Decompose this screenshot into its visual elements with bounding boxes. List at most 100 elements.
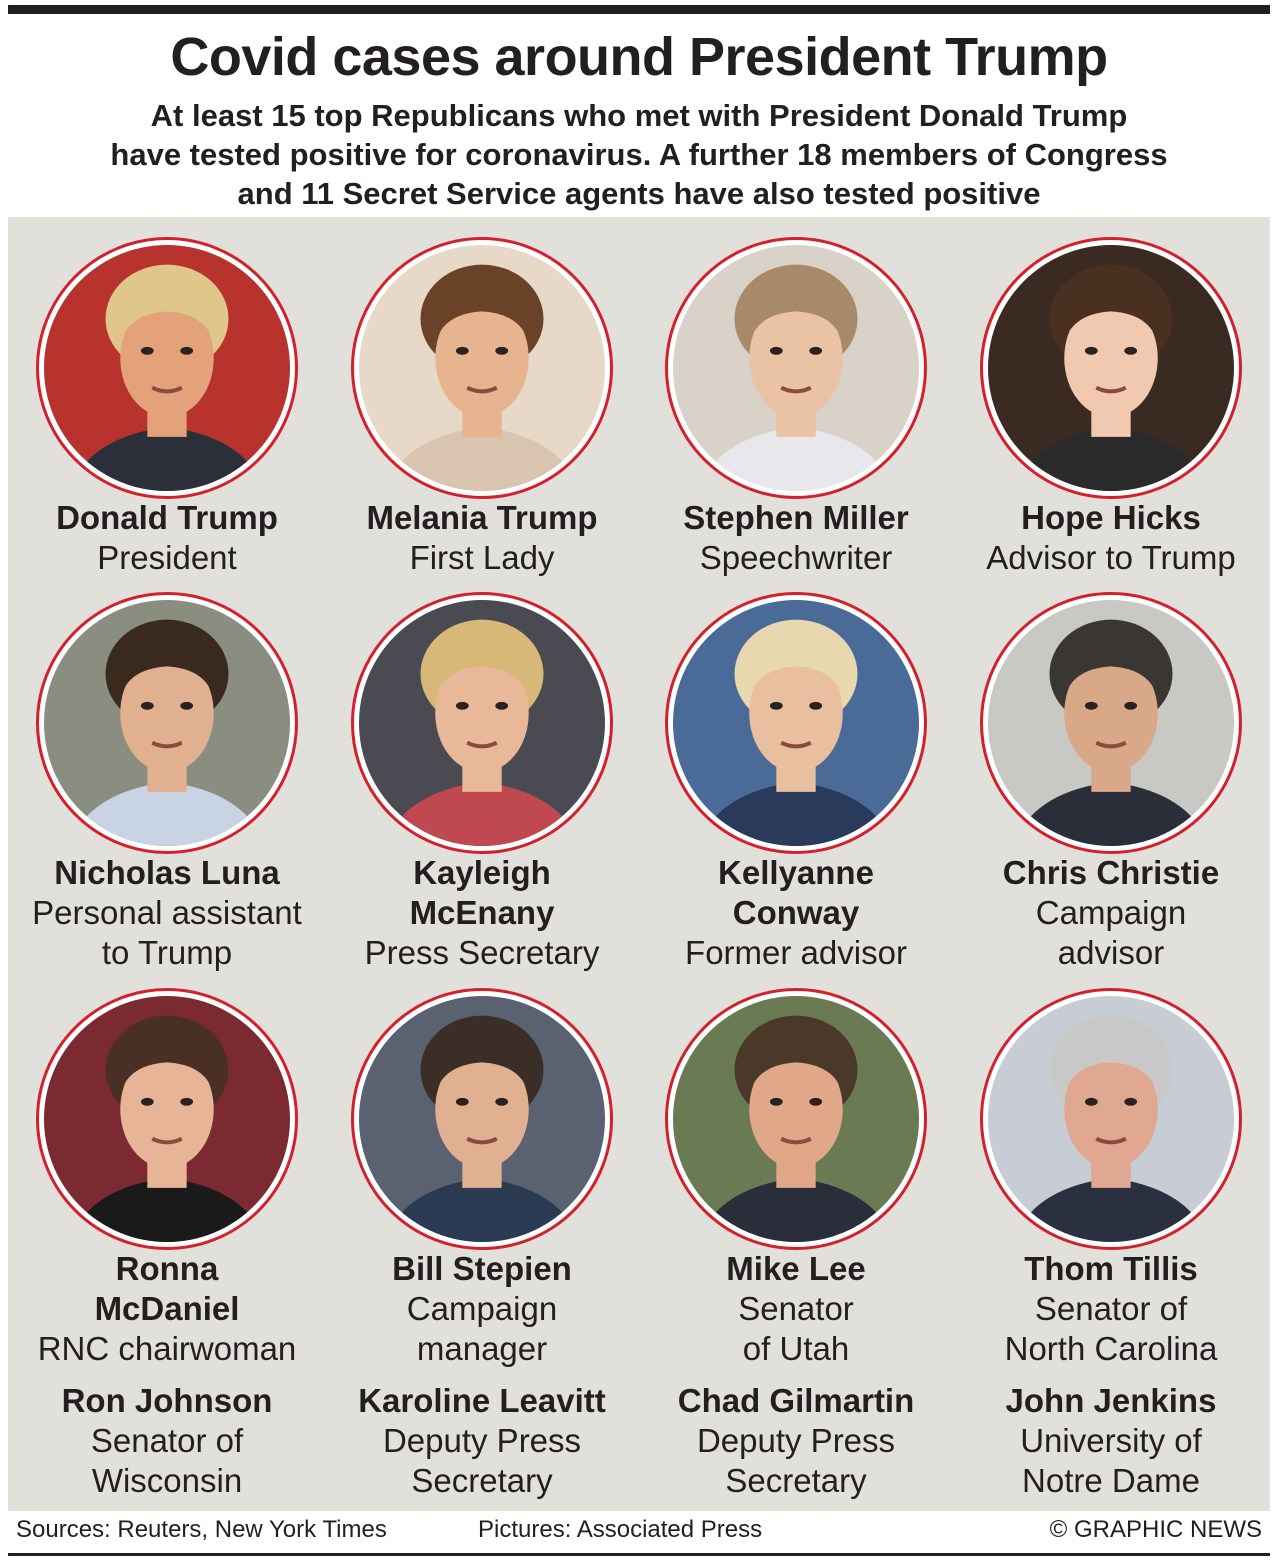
person-role: Deputy Press	[382, 1422, 582, 1459]
portrait-photo-icon	[988, 600, 1234, 846]
person-name: Hope Hicks	[1021, 499, 1201, 536]
person-role: Secretary	[411, 1462, 553, 1499]
person-name: Kellyanne	[718, 854, 874, 891]
person-role: advisor	[1057, 934, 1165, 971]
person-label: Kayleigh McEnany Press Secretary	[325, 853, 639, 973]
portrait-ring	[351, 592, 613, 854]
person-role: of Utah	[742, 1330, 850, 1367]
person-name: Nicholas Luna	[54, 854, 280, 891]
person-name: Chris Christie	[1002, 854, 1220, 891]
portrait-ring	[36, 237, 298, 499]
person-label: Hope Hicks Advisor to Trump	[954, 498, 1268, 578]
person-label: Donald Trump President	[10, 498, 324, 578]
person-role: Campaign	[1035, 894, 1187, 931]
person-role: North Carolina	[1004, 1330, 1218, 1367]
person-label: Bill Stepien Campaign manager	[325, 1249, 639, 1369]
person-card	[10, 988, 324, 1250]
portrait-photo-icon	[673, 996, 919, 1242]
person-name: Mike Lee	[726, 1250, 866, 1287]
additional-person: Karoline Leavitt Deputy Press Secretary	[325, 1381, 639, 1501]
person-name: Bill Stepien	[392, 1250, 572, 1287]
person-card	[325, 988, 639, 1250]
person-label: Nicholas Luna Personal assistant to Trump	[10, 853, 324, 973]
person-role: Notre Dame	[1022, 1462, 1200, 1499]
person-role: Deputy Press	[696, 1422, 896, 1459]
person-role: Campaign	[406, 1290, 558, 1327]
person-card	[954, 592, 1268, 854]
subtitle-line: At least 15 top Republicans who met with…	[150, 98, 1128, 133]
person-role: Press Secretary	[364, 934, 600, 971]
subtitle: At least 15 top Republicans who met with…	[0, 96, 1278, 213]
portrait-photo-icon	[44, 996, 290, 1242]
person-name: Karoline Leavitt	[358, 1382, 606, 1419]
person-name: Chad Gilmartin	[677, 1382, 915, 1419]
top-rule	[8, 5, 1270, 14]
person-name: Ronna	[115, 1250, 219, 1287]
person-role: Personal assistant	[32, 894, 302, 931]
person-role: Senator of	[1034, 1290, 1188, 1327]
person-label: Stephen Miller Speechwriter	[639, 498, 953, 578]
person-role: Secretary	[725, 1462, 867, 1499]
person-label: Kellyanne Conway Former advisor	[639, 853, 953, 973]
person-card	[325, 592, 639, 854]
page-title: Covid cases around President Trump	[170, 27, 1108, 87]
person-name: Melania Trump	[366, 499, 598, 536]
person-name: Donald Trump	[56, 499, 278, 536]
person-card	[954, 237, 1268, 499]
person-role: University of	[1020, 1422, 1202, 1459]
person-role: Advisor to Trump	[986, 539, 1236, 576]
additional-person: Chad Gilmartin Deputy Press Secretary	[639, 1381, 953, 1501]
portrait-ring	[980, 592, 1242, 854]
person-name: McEnany	[409, 894, 555, 931]
bottom-rule	[8, 1553, 1270, 1556]
person-card	[639, 237, 953, 499]
portrait-photo-icon	[44, 600, 290, 846]
subtitle-line: have tested positive for coronavirus. A …	[110, 137, 1168, 172]
portrait-ring	[36, 592, 298, 854]
person-label: Mike Lee Senator of Utah	[639, 1249, 953, 1369]
person-role: Wisconsin	[91, 1462, 243, 1499]
portrait-photo-icon	[988, 245, 1234, 491]
sources-note: Sources: Reuters, New York Times	[16, 1516, 387, 1543]
person-role: Former advisor	[685, 934, 907, 971]
person-role: Speechwriter	[699, 539, 893, 576]
person-card	[10, 237, 324, 499]
person-name: Conway	[732, 894, 860, 931]
additional-person: Ron Johnson Senator of Wisconsin	[10, 1381, 324, 1501]
person-name: Ron Johnson	[61, 1382, 273, 1419]
portrait-ring	[665, 592, 927, 854]
additional-person: John Jenkins University of Notre Dame	[954, 1381, 1268, 1501]
portrait-photo-icon	[44, 245, 290, 491]
portrait-photo-icon	[359, 996, 605, 1242]
portrait-photo-icon	[673, 600, 919, 846]
copyright-credit: © GRAPHIC NEWS	[1049, 1516, 1262, 1543]
person-name: Kayleigh	[413, 854, 551, 891]
person-card	[639, 592, 953, 854]
person-role: RNC chairwoman	[37, 1330, 297, 1367]
portrait-photo-icon	[673, 245, 919, 491]
person-card	[954, 988, 1268, 1250]
person-card	[325, 237, 639, 499]
person-name: Stephen Miller	[683, 499, 909, 536]
portrait-ring	[351, 237, 613, 499]
person-label: Thom Tillis Senator of North Carolina	[954, 1249, 1268, 1369]
person-role: First Lady	[409, 539, 555, 576]
portrait-ring	[980, 237, 1242, 499]
person-role: to Trump	[101, 934, 233, 971]
portrait-ring	[665, 988, 927, 1250]
person-label: Chris Christie Campaign advisor	[954, 853, 1268, 973]
portrait-photo-icon	[359, 245, 605, 491]
person-role: manager	[416, 1330, 548, 1367]
person-label: Ronna McDaniel RNC chairwoman	[10, 1249, 324, 1369]
person-name: Thom Tillis	[1024, 1250, 1198, 1287]
person-card	[639, 988, 953, 1250]
person-role: President	[97, 539, 237, 576]
portrait-ring	[36, 988, 298, 1250]
pictures-credit: Pictures: Associated Press	[478, 1516, 763, 1543]
portrait-photo-icon	[988, 996, 1234, 1242]
person-card	[10, 592, 324, 854]
portrait-ring	[980, 988, 1242, 1250]
person-name: John Jenkins	[1005, 1382, 1217, 1419]
portrait-ring	[351, 988, 613, 1250]
person-name: McDaniel	[94, 1290, 240, 1327]
